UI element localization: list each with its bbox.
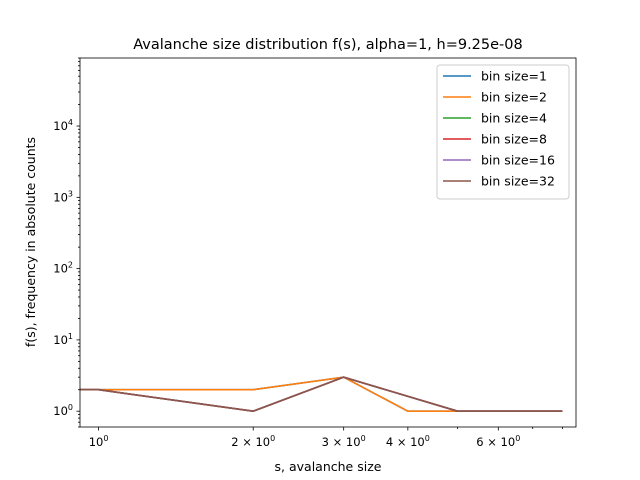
legend-label: bin size=1 bbox=[481, 69, 547, 84]
legend-box bbox=[436, 64, 570, 200]
x-axis: 100 2 × 100 3 × 100 4 × 100 6 × 100 bbox=[89, 427, 563, 449]
y-tick-label: 101 bbox=[53, 332, 73, 347]
series-line-6 bbox=[80, 376, 563, 412]
x-tick-label: 6 × 100 bbox=[476, 434, 520, 449]
series-line-2 bbox=[80, 376, 563, 412]
y-tick-label: 102 bbox=[53, 261, 73, 276]
x-axis-label: s, avalanche size bbox=[275, 459, 382, 474]
x-tick-label: 100 bbox=[89, 434, 109, 449]
x-tick-label: 3 × 100 bbox=[322, 434, 366, 449]
legend-label: bin size=8 bbox=[481, 132, 547, 147]
legend: bin size=1 bin size=2 bin size=4 bin size=8… bbox=[436, 64, 570, 200]
y-tick-label: 104 bbox=[53, 118, 73, 133]
plot-frame bbox=[79, 57, 577, 428]
x-tick-label: 4 × 100 bbox=[386, 434, 430, 449]
y-axis: 100 101 102 103 104 bbox=[53, 57, 80, 428]
series-layer bbox=[80, 376, 563, 412]
y-axis-label: f(s), frequency in absolute counts bbox=[23, 137, 38, 347]
legend-label: bin size=4 bbox=[481, 111, 547, 126]
chart-title: Avalanche size distribution f(s), alpha=… bbox=[133, 37, 523, 53]
legend-label: bin size=2 bbox=[481, 90, 547, 105]
y-tick-label: 100 bbox=[53, 403, 73, 418]
x-tick-label: 2 × 100 bbox=[231, 434, 275, 449]
legend-label: bin size=16 bbox=[481, 153, 555, 168]
legend-label: bin size=32 bbox=[481, 174, 555, 189]
y-tick-label: 103 bbox=[53, 189, 73, 204]
